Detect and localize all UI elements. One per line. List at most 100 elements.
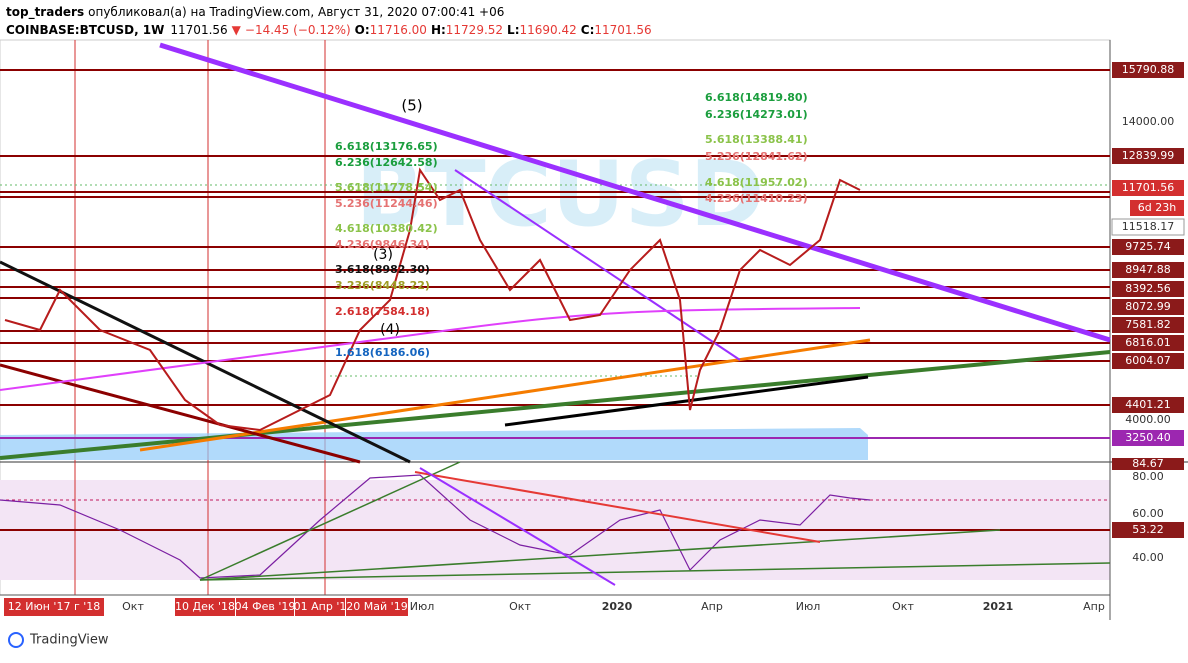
fib-label: 5.618(11778.54) (335, 181, 438, 194)
symbol-line: COINBASE:BTCUSD, 1W 11701.56 ▼ −14.45 (−0.1… (6, 23, 652, 37)
axis-label: 6d 23h (1138, 201, 1176, 214)
fib-label: 3.618(8982.30) (335, 263, 430, 276)
footer: TradingView (8, 632, 109, 648)
published: опубликовал(а) на TradingView.com, Авгус… (88, 5, 504, 19)
axis-box (1112, 148, 1184, 164)
axis-box (4, 598, 104, 616)
axis-label: 80.00 (1132, 470, 1164, 483)
fib-label: 6.236(12642.58) (335, 156, 438, 169)
fib-label: 4.236(9846.34) (335, 238, 430, 251)
axis-box (1112, 281, 1184, 297)
rsi-line (0, 474, 871, 579)
logo (8, 632, 24, 648)
axis-box (1111, 218, 1185, 236)
fib-label: 5.236(11244.46) (335, 197, 438, 210)
rsi-trend (199, 562, 1111, 581)
time-label: Июл (796, 600, 821, 613)
symbol: COINBASE:BTCUSD, 1W (6, 23, 164, 37)
axis-box (1112, 239, 1184, 255)
time-label: 10 Дек '18 (175, 600, 235, 613)
axis-box (1112, 397, 1184, 413)
axis-label: 84.67 (1132, 457, 1164, 470)
axis-box (295, 598, 345, 616)
price-path (4, 167, 861, 432)
axis-box (1112, 62, 1184, 78)
axis-label: 60.00 (1132, 507, 1164, 520)
time-label: 04 Фев '19 (235, 600, 296, 613)
rsi-trend (414, 471, 821, 543)
change: −14.45 (−0.12%) (245, 23, 351, 37)
fib-label: 5.236(12841.62) (705, 150, 808, 163)
time-axis: 12 Июн '17 г '18 Окт 10 Дек '18 04 Фев '… (0, 594, 1110, 616)
trend-line (504, 375, 869, 427)
axis-label: 4401.21 (1125, 398, 1171, 411)
axis-box (236, 598, 294, 616)
axis-box (1112, 458, 1184, 470)
fib-label: 5.618(13388.41) (705, 133, 808, 146)
axis-label: 11701.56 (1122, 181, 1175, 194)
time-label: Окт (509, 600, 531, 613)
wave-label: (4) (380, 322, 400, 338)
trend-line (139, 338, 871, 452)
axis-label: 9725.74 (1125, 240, 1171, 253)
axis-box (1112, 430, 1184, 446)
axis-label: 6004.07 (1125, 354, 1171, 367)
time-label: Июл (410, 600, 435, 613)
moving-average (0, 307, 861, 391)
fib-label: 6.618(13176.65) (335, 140, 438, 153)
time-label: 20 Май '19 (346, 600, 407, 613)
axis-box (1112, 353, 1184, 369)
axis-label: 40.00 (1132, 551, 1164, 564)
low-label: L: (507, 23, 519, 37)
axis-label: 4000.00 (1125, 413, 1171, 426)
author: top_traders (6, 5, 84, 20)
rsi-trend (199, 529, 1001, 581)
trend-line (0, 350, 1111, 460)
time-label: Апр (1083, 600, 1105, 613)
low: 11690.42 (520, 23, 577, 37)
wave-label: (5) (401, 97, 422, 115)
fib-label: 1.618(6186.06) (335, 346, 430, 359)
axis-label: 11518.17 (1122, 220, 1175, 233)
fib-label: 3.236(8448.22) (335, 279, 430, 292)
axis-box (1112, 522, 1184, 538)
axis-label: 12839.99 (1122, 149, 1175, 162)
brand: TradingView (29, 633, 109, 648)
open: 11716.00 (370, 23, 427, 37)
close: 11701.56 (594, 23, 651, 37)
axis-box (1112, 262, 1184, 278)
axis-box (175, 598, 235, 616)
rsi-axis: 84.67 80.00 60.00 53.22 40.00 (1112, 457, 1184, 564)
down-arrow: ▼ (232, 23, 242, 37)
fib-label: 6.618(14819.80) (705, 91, 808, 104)
axis-label: 14000.00 (1122, 115, 1175, 128)
time-label: 12 Июн '17 г '18 (8, 600, 101, 613)
axis-box (1112, 299, 1184, 315)
trend-line (159, 42, 1111, 343)
fib-label: 2.618(7584.18) (335, 305, 430, 318)
header-line: top_traders опубликовал(а) на TradingView… (6, 5, 504, 20)
rsi-trend (419, 467, 616, 586)
axis-label: 7581.82 (1125, 318, 1171, 331)
chart-pane: BTCUSD (0, 39, 1188, 620)
axis-box (1112, 180, 1184, 196)
rsi-trend (199, 461, 461, 581)
axis-label: 53.22 (1132, 523, 1164, 536)
axis-label: 8072.99 (1125, 300, 1171, 313)
price-axis: 15790.88 14000.00 12839.99 11701.56 6d 2… (1111, 62, 1185, 446)
axis-box (1130, 200, 1184, 216)
fib-label: 6.236(14273.01) (705, 108, 808, 121)
axis-label: 8392.56 (1125, 282, 1171, 295)
time-label: Апр (701, 600, 723, 613)
axis-label: 8947.88 (1125, 263, 1171, 276)
axis-label: 3250.40 (1125, 431, 1171, 444)
close-label: C: (581, 23, 595, 37)
high-label: H: (431, 23, 446, 37)
trend-line (454, 169, 741, 361)
axis-box (346, 598, 408, 616)
axis-label: 6816.01 (1125, 336, 1171, 349)
time-label: 01 Апр '1 (294, 600, 347, 613)
time-label: 2020 (602, 600, 633, 613)
open-label: O: (355, 23, 370, 37)
